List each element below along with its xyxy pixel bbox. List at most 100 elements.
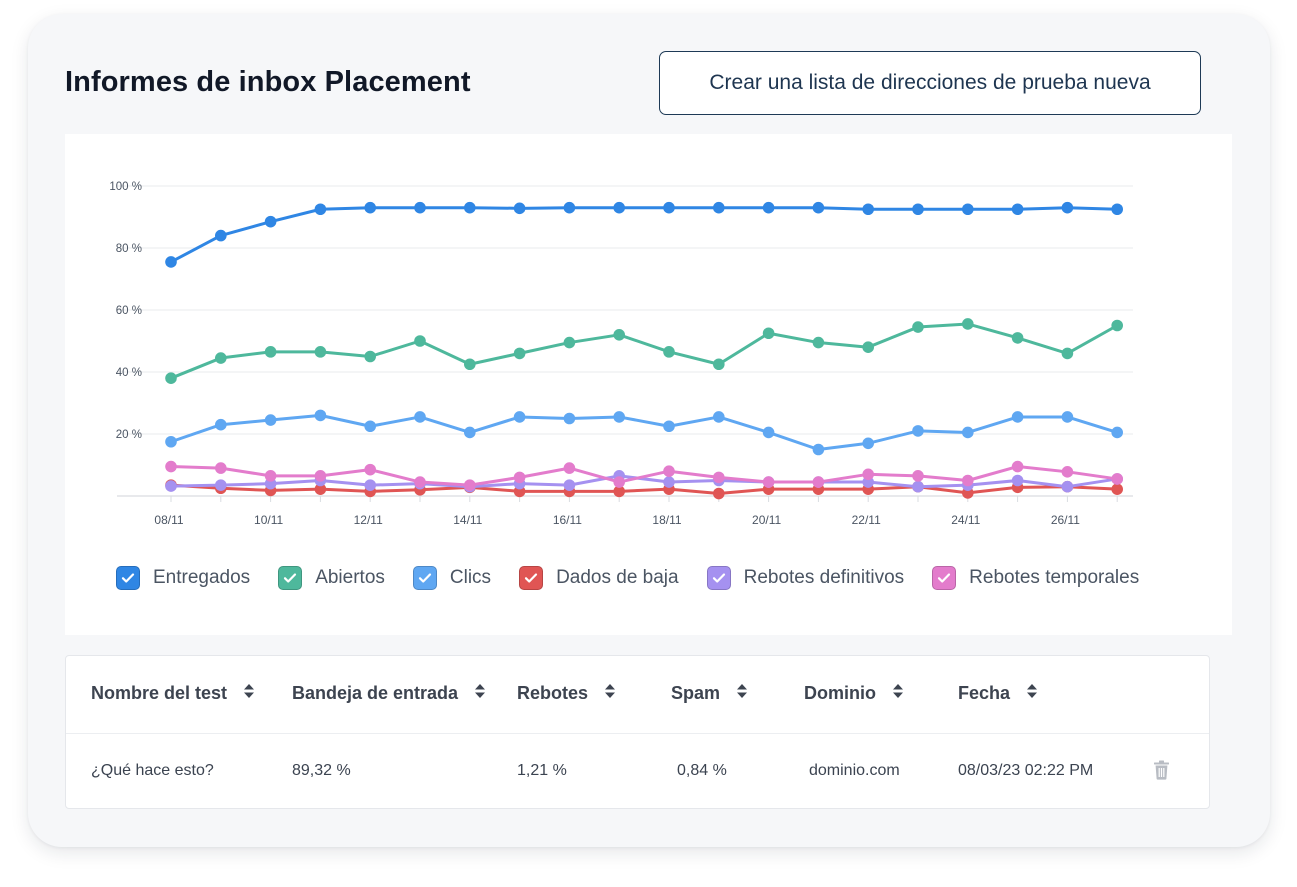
sort-icon[interactable] [243,683,255,704]
cell-bounces: 1,21 % [517,762,567,779]
data-point [762,476,775,488]
data-point [364,479,377,491]
data-point [314,483,327,495]
data-point [314,346,327,358]
data-point [1111,473,1123,485]
legend-item-dados-de-baja[interactable]: Dados de baja [519,566,679,590]
data-point [414,335,426,347]
data-point [364,350,377,363]
create-test-list-button[interactable]: Crear una lista de direcciones de prueba… [659,51,1201,115]
data-point [1011,203,1024,216]
data-point [1061,480,1074,493]
data-point [613,476,625,488]
column-header-nombre[interactable]: Nombre del test [91,683,255,704]
data-point [1011,460,1024,473]
data-point [862,437,874,450]
checkbox-icon[interactable] [706,566,731,590]
x-tick-label: 20/11 [752,513,781,527]
x-tick-label: 08/11 [154,513,183,527]
y-tick-label: 100 % [109,181,142,193]
data-point [563,412,576,425]
checkbox-icon[interactable] [278,566,303,590]
column-label: Spam [671,683,721,703]
sort-icon[interactable] [736,683,748,704]
page-title: Informes de inbox Placement [65,66,471,98]
checkbox-icon[interactable] [932,566,957,590]
data-point [713,201,725,214]
column-label: Rebotes [517,683,589,703]
column-header-rebotes[interactable]: Rebotes [517,683,616,704]
data-point [1061,201,1074,214]
data-point [165,372,177,384]
data-point [1111,203,1123,216]
data-point [613,201,625,214]
data-point [464,358,476,371]
data-point [314,409,327,422]
x-tick-label: 16/11 [553,513,582,527]
chart-legend: Entregados Abiertos Clics Dados de baja … [116,564,1167,592]
data-point [812,443,825,456]
data-point [663,420,675,433]
sort-icon[interactable] [892,683,904,704]
data-point [762,201,775,214]
y-tick-label: 40 % [116,367,142,379]
data-point [513,347,526,360]
x-tick-label: 18/11 [652,513,681,527]
data-point [663,476,675,488]
x-tick-label: 12/11 [354,513,383,527]
data-point [563,479,576,491]
data-point [762,426,775,439]
data-point [314,470,327,482]
data-point [364,463,377,476]
legend-item-entregados[interactable]: Entregados [116,566,250,590]
data-point [513,411,526,423]
tests-table: Nombre del test Bandeja de entrada Rebot… [65,655,1210,809]
data-point [713,411,725,423]
checkbox-icon[interactable] [412,566,437,590]
x-tick-label: 22/11 [852,513,881,527]
data-point [165,460,177,473]
legend-item-abiertos[interactable]: Abiertos [278,566,385,590]
legend-item-rebotes-definitivos[interactable]: Rebotes definitivos [706,566,904,590]
column-header-dominio[interactable]: Dominio [804,683,904,704]
data-point [912,480,924,493]
sort-icon[interactable] [1026,683,1038,704]
data-point [464,479,476,491]
table-header: Nombre del test Bandeja de entrada Rebot… [66,656,1209,734]
sort-icon[interactable] [474,683,486,704]
checkbox-icon[interactable] [519,566,544,590]
legend-label: Entregados [153,567,251,588]
x-tick-label: 26/11 [1051,513,1080,527]
data-point [1111,483,1123,495]
data-point [264,215,277,228]
trash-icon[interactable] [1153,760,1170,785]
data-point [912,321,924,333]
data-point [364,201,377,214]
data-point [414,476,426,488]
data-point [215,229,227,242]
column-label: Nombre del test [91,683,228,703]
column-header-bandeja[interactable]: Bandeja de entrada [292,683,486,704]
data-point [563,201,576,214]
data-point [1111,426,1123,439]
column-header-fecha[interactable]: Fecha [958,683,1038,704]
data-point [912,203,924,216]
sort-icon[interactable] [604,683,616,704]
series-line [169,474,1119,489]
data-point [1011,474,1024,487]
data-point [1061,347,1074,360]
y-tick-label: 80 % [116,243,142,255]
data-point [165,480,177,492]
legend-item-clics[interactable]: Clics [412,566,491,590]
data-point [314,203,327,216]
column-header-spam[interactable]: Spam [671,683,748,704]
data-point [1111,319,1123,332]
legend-item-rebotes-temporales[interactable]: Rebotes temporales [932,566,1139,590]
data-point [1061,466,1074,478]
cell-domain: dominio.com [809,762,900,779]
data-point [812,201,825,214]
data-point [513,471,526,484]
column-label: Dominio [804,683,876,703]
checkbox-icon[interactable] [116,566,140,590]
data-point [713,487,725,500]
